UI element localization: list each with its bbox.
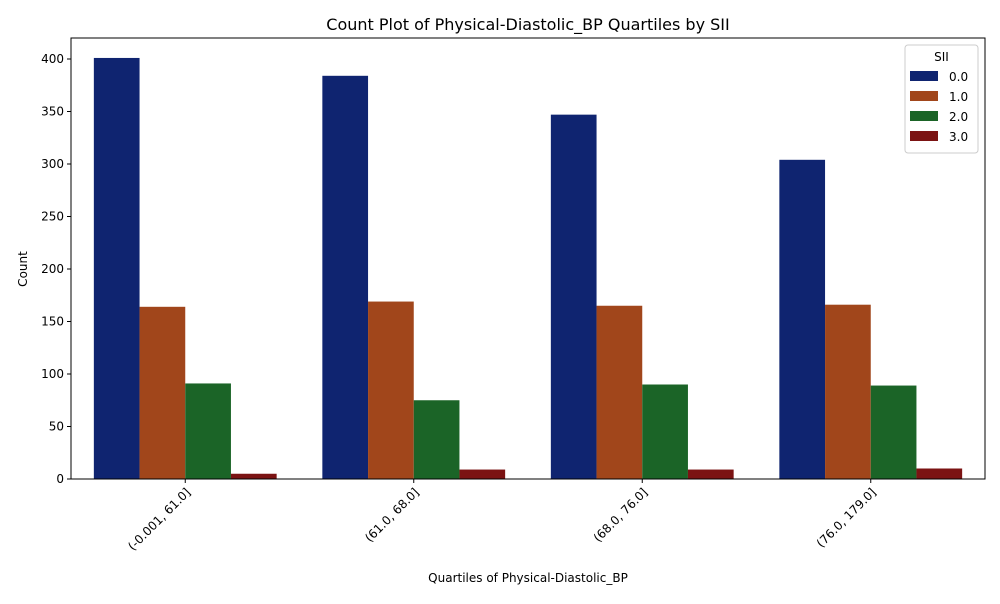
- bar-2-0-cat-1: [413, 400, 460, 479]
- legend-label-0-0: 0.0: [949, 70, 968, 84]
- legend-swatch-1-0: [910, 91, 938, 101]
- bar-2-0-cat-3: [870, 385, 917, 479]
- legend-label-1-0: 1.0: [949, 90, 968, 104]
- y-tick-label: 350: [41, 105, 64, 119]
- y-tick-label: 0: [56, 472, 64, 486]
- x-axis-label: Quartiles of Physical-Diastolic_BP: [428, 571, 628, 585]
- bar-3-0-cat-3: [916, 468, 963, 479]
- y-axis-label: Count: [16, 251, 30, 287]
- plot-area: 0 50 100 150 200 250 300 350 400 (-0.001, 61.0] (6…: [41, 37, 986, 553]
- bar-3-0-cat-0: [230, 473, 277, 479]
- bar-0-0-cat-3: [779, 159, 826, 480]
- legend-title: SII: [934, 50, 949, 64]
- y-tick-label: 400: [41, 52, 64, 66]
- bar-0-0-cat-0: [93, 57, 140, 479]
- bar-2-0-cat-2: [642, 384, 688, 479]
- plot-frame: [70, 37, 986, 480]
- y-tick-label: 150: [41, 315, 64, 329]
- bar-1-0-cat-3: [825, 304, 871, 479]
- y-tick-label: 100: [41, 367, 64, 381]
- legend-label-2-0: 2.0: [949, 110, 968, 124]
- bar-0-0-cat-2: [550, 114, 597, 480]
- legend-swatch-0-0: [910, 71, 938, 81]
- x-tick-label: (76.0, 179.0]: [814, 485, 879, 550]
- y-tick-label: 300: [41, 157, 64, 171]
- bar-1-0-cat-0: [139, 306, 186, 479]
- y-tick-label: 50: [49, 420, 64, 434]
- legend-swatch-2-0: [910, 111, 938, 121]
- bar-3-0-cat-2: [687, 469, 734, 479]
- x-tick-label: (68.0, 76.0]: [591, 485, 651, 545]
- bar-2-0-cat-0: [185, 383, 231, 479]
- y-tick-label: 200: [41, 262, 64, 276]
- x-tick-label: (-0.001, 61.0]: [125, 485, 193, 553]
- bar-0-0-cat-1: [322, 75, 369, 480]
- bar-1-0-cat-1: [368, 301, 414, 479]
- y-tick-label: 250: [41, 210, 64, 224]
- legend-swatch-3-0: [910, 131, 938, 141]
- chart-title: Count Plot of Physical-Diastolic_BP Quar…: [326, 15, 729, 35]
- x-tick-label: (61.0, 68.0]: [362, 485, 422, 545]
- bar-3-0-cat-1: [459, 469, 506, 479]
- legend-label-3-0: 3.0: [949, 130, 968, 144]
- bar-1-0-cat-2: [596, 305, 643, 479]
